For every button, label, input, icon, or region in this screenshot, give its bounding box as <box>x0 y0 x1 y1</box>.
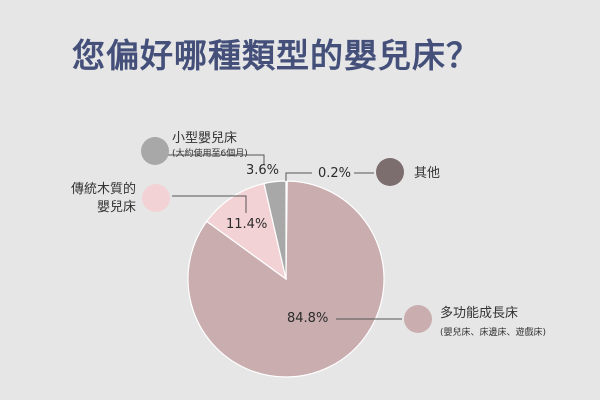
pct-label-0: 84.8% <box>287 311 328 326</box>
legend-name-0: 多功能成長床 <box>440 305 518 321</box>
pct-label-1: 11.4% <box>226 217 267 232</box>
connector-2 <box>168 154 265 164</box>
legend-swatch-3 <box>376 158 404 186</box>
connector-3a <box>285 172 312 181</box>
legend-swatch-0 <box>404 305 432 333</box>
legend-name-1-line2: 嬰兒床 <box>97 200 136 215</box>
legend-note-2: (大約使用至6個月) <box>172 147 248 159</box>
connector-1 <box>172 195 247 213</box>
legend-swatch-1 <box>142 184 170 212</box>
legend-name-1-line1: 傳統木質的 <box>71 181 136 197</box>
pct-label-3: 0.2% <box>318 166 351 181</box>
pct-label-2: 3.6% <box>246 163 279 178</box>
legend-name-3: 其他 <box>414 166 440 181</box>
pie-slice-1 <box>205 182 287 281</box>
legend-name-2: 小型嬰兒床 <box>172 131 237 146</box>
legend-swatch-2 <box>141 137 169 165</box>
chart-title: 您偏好哪種類型的嬰兒床？ <box>72 36 480 75</box>
legend-note-0: (嬰兒床、床邊床、遊戲床) <box>440 326 546 338</box>
